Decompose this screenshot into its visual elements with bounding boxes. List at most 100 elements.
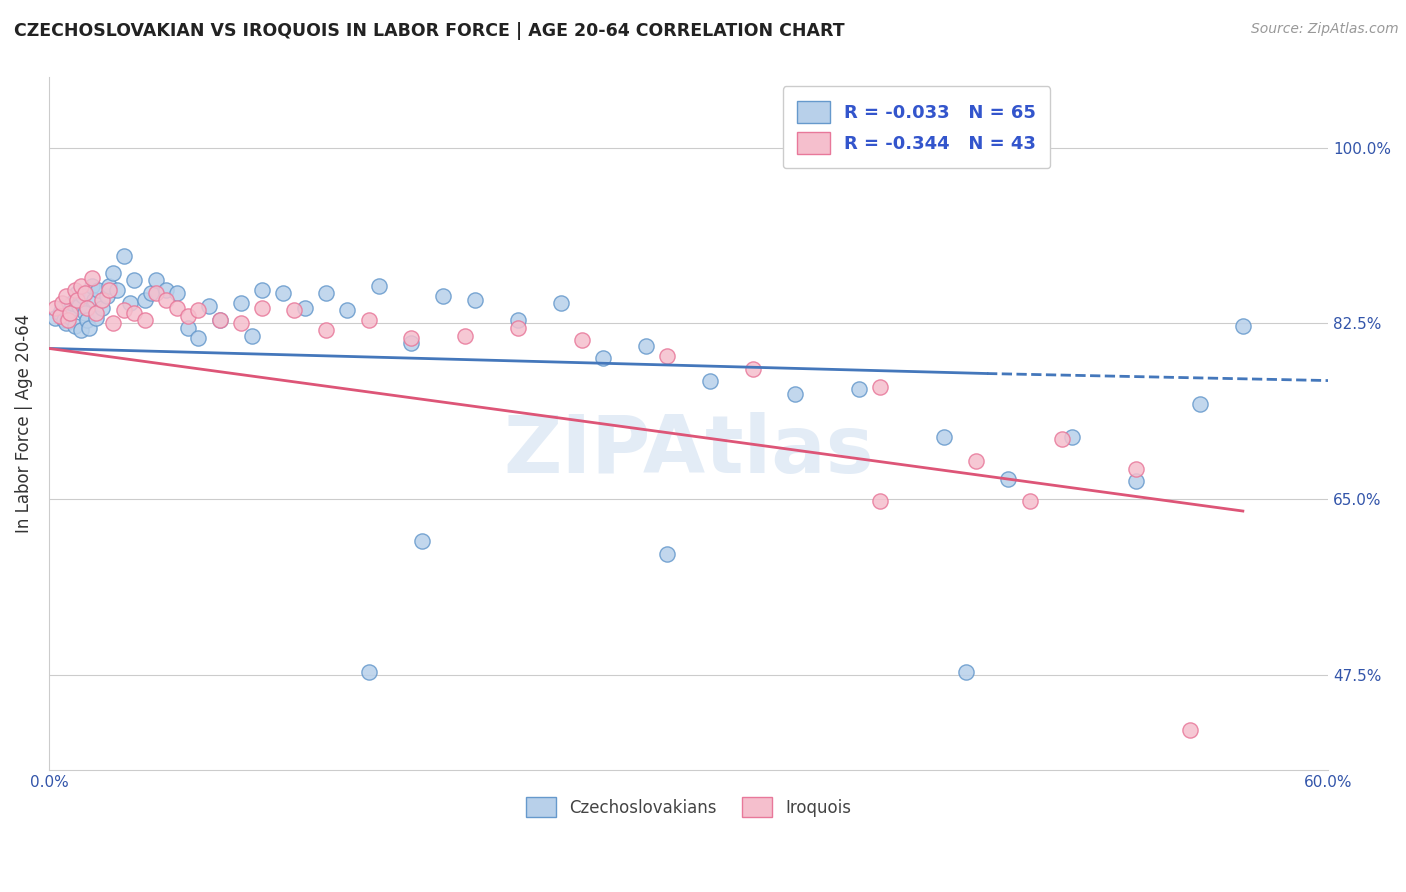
Point	[368, 279, 391, 293]
Point	[1125, 462, 1147, 476]
Point	[1178, 723, 1201, 737]
Text: ZIPAtlas: ZIPAtlas	[503, 412, 875, 491]
Point	[294, 301, 316, 316]
Point	[1062, 430, 1084, 444]
Point	[166, 301, 188, 316]
Point	[785, 386, 807, 401]
Point	[75, 306, 97, 320]
Point	[97, 283, 120, 297]
Point	[283, 303, 305, 318]
Point	[63, 319, 86, 334]
Point	[357, 313, 380, 327]
Point	[187, 303, 209, 318]
Point	[357, 665, 380, 679]
Point	[155, 293, 177, 308]
Point	[79, 321, 101, 335]
Point	[70, 323, 93, 337]
Point	[229, 296, 252, 310]
Point	[70, 279, 93, 293]
Point	[84, 311, 107, 326]
Text: CZECHOSLOVAKIAN VS IROQUOIS IN LABOR FORCE | AGE 20-64 CORRELATION CHART: CZECHOSLOVAKIAN VS IROQUOIS IN LABOR FOR…	[14, 22, 845, 40]
Point	[80, 279, 103, 293]
Point	[965, 454, 987, 468]
Point	[571, 334, 593, 348]
Point	[229, 316, 252, 330]
Point	[48, 306, 70, 320]
Point	[59, 303, 82, 318]
Point	[315, 323, 337, 337]
Point	[1189, 397, 1212, 411]
Point	[97, 279, 120, 293]
Point	[91, 293, 114, 308]
Point	[51, 296, 73, 310]
Point	[997, 472, 1019, 486]
Point	[44, 301, 66, 316]
Point	[208, 313, 231, 327]
Point	[55, 316, 77, 330]
Point	[96, 289, 118, 303]
Point	[187, 331, 209, 345]
Point	[1125, 474, 1147, 488]
Point	[51, 301, 73, 316]
Point	[273, 286, 295, 301]
Point	[112, 303, 135, 318]
Point	[112, 249, 135, 263]
Point	[657, 350, 679, 364]
Point	[145, 286, 167, 301]
Point	[62, 296, 84, 310]
Point	[80, 271, 103, 285]
Point	[1018, 494, 1040, 508]
Point	[1232, 319, 1254, 334]
Point	[87, 283, 110, 297]
Point	[336, 303, 359, 318]
Point	[134, 293, 156, 308]
Point	[55, 289, 77, 303]
Y-axis label: In Labor Force | Age 20-64: In Labor Force | Age 20-64	[15, 314, 32, 533]
Point	[76, 313, 98, 327]
Point	[83, 293, 105, 308]
Point	[315, 286, 337, 301]
Point	[741, 361, 763, 376]
Point	[145, 273, 167, 287]
Point	[67, 299, 90, 313]
Text: Source: ZipAtlas.com: Source: ZipAtlas.com	[1251, 22, 1399, 37]
Point	[118, 296, 141, 310]
Point	[240, 329, 263, 343]
Point	[869, 494, 891, 508]
Point	[59, 306, 82, 320]
Point	[934, 430, 956, 444]
Point	[869, 379, 891, 393]
Point	[66, 286, 89, 301]
Point	[44, 311, 66, 326]
Point	[464, 293, 486, 308]
Point	[411, 534, 433, 549]
Point	[122, 306, 145, 320]
Point	[848, 382, 870, 396]
Legend: Czechoslovakians, Iroquois: Czechoslovakians, Iroquois	[519, 790, 858, 824]
Point	[506, 313, 529, 327]
Point	[208, 313, 231, 327]
Point	[955, 665, 977, 679]
Point	[105, 283, 128, 297]
Point	[634, 339, 657, 353]
Point	[432, 289, 454, 303]
Point	[134, 313, 156, 327]
Point	[250, 283, 273, 297]
Point	[155, 283, 177, 297]
Point	[122, 273, 145, 287]
Point	[56, 310, 79, 324]
Point	[141, 286, 163, 301]
Point	[592, 351, 614, 366]
Point	[166, 286, 188, 301]
Point	[66, 293, 89, 308]
Point	[176, 321, 198, 335]
Point	[657, 547, 679, 561]
Point	[1050, 432, 1073, 446]
Point	[699, 374, 721, 388]
Point	[56, 313, 79, 327]
Point	[91, 301, 114, 316]
Point	[48, 310, 70, 324]
Point	[198, 299, 221, 313]
Point	[401, 336, 423, 351]
Point	[454, 329, 477, 343]
